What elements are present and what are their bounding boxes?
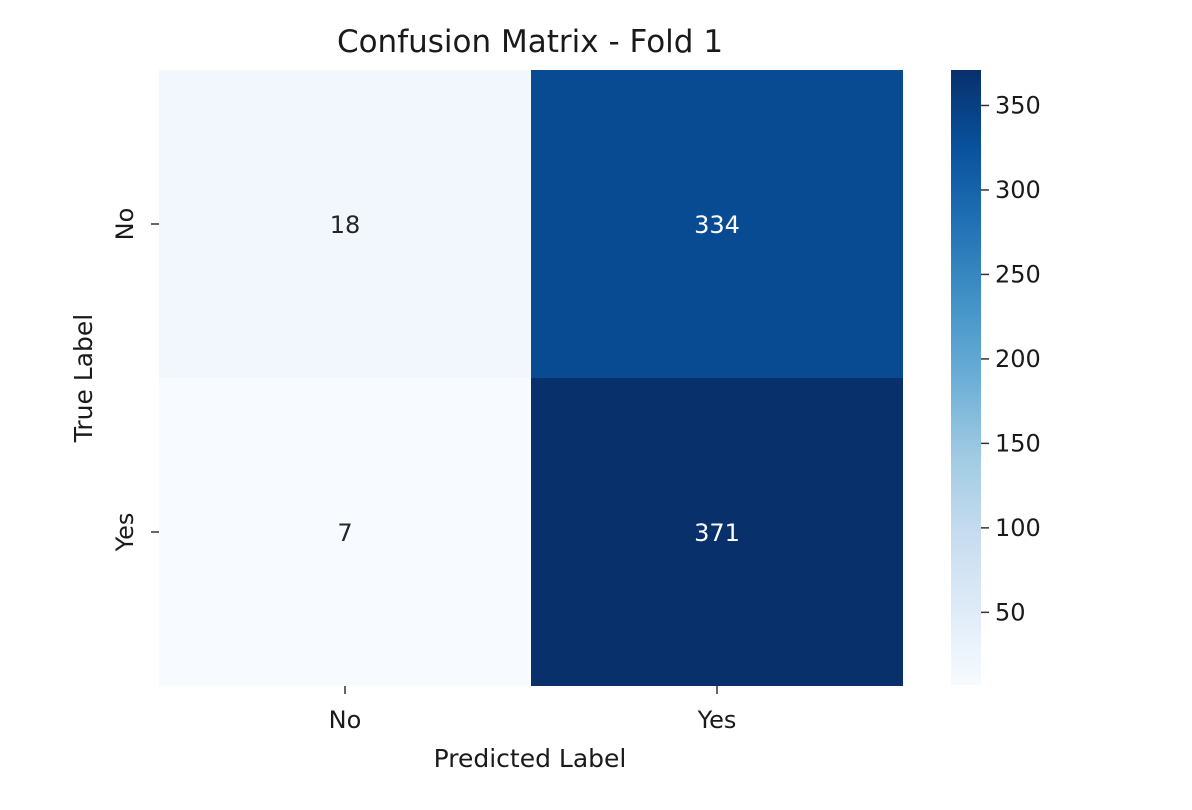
heatmap-cell-no-no bbox=[159, 70, 531, 378]
heatmap-cell-no-yes bbox=[531, 70, 903, 378]
colorbar-ticks: 50 100 150 200 250 300 350 bbox=[981, 91, 1041, 626]
axis-ticks: No Yes No Yes bbox=[111, 208, 736, 734]
x-tick-label-no: No bbox=[329, 706, 362, 734]
heatmap-cell-yes-yes bbox=[531, 378, 903, 686]
heatmap-cells: 18 334 7 371 bbox=[159, 70, 903, 686]
colorbar-tick-label-100: 100 bbox=[995, 514, 1041, 542]
y-axis-label: True Label bbox=[69, 314, 98, 444]
colorbar-tick-label-250: 250 bbox=[995, 260, 1041, 288]
cell-value-yes-no: 7 bbox=[337, 519, 352, 547]
colorbar bbox=[951, 70, 981, 685]
chart-title: Confusion Matrix - Fold 1 bbox=[337, 24, 723, 60]
heatmap-cell-yes-no bbox=[159, 378, 531, 686]
colorbar-tick-label-200: 200 bbox=[995, 345, 1041, 373]
cell-value-no-yes: 334 bbox=[694, 211, 740, 239]
y-tick-label-no: No bbox=[111, 208, 139, 241]
colorbar-tick-label-150: 150 bbox=[995, 429, 1041, 457]
colorbar-tick-label-50: 50 bbox=[995, 598, 1026, 626]
cell-value-no-no: 18 bbox=[330, 211, 361, 239]
y-tick-label-yes: Yes bbox=[111, 513, 139, 553]
x-axis-label: Predicted Label bbox=[434, 744, 627, 773]
colorbar-tick-label-350: 350 bbox=[995, 91, 1041, 119]
cell-value-yes-yes: 371 bbox=[694, 519, 740, 547]
x-tick-label-yes: Yes bbox=[697, 706, 737, 734]
colorbar-tick-label-300: 300 bbox=[995, 176, 1041, 204]
